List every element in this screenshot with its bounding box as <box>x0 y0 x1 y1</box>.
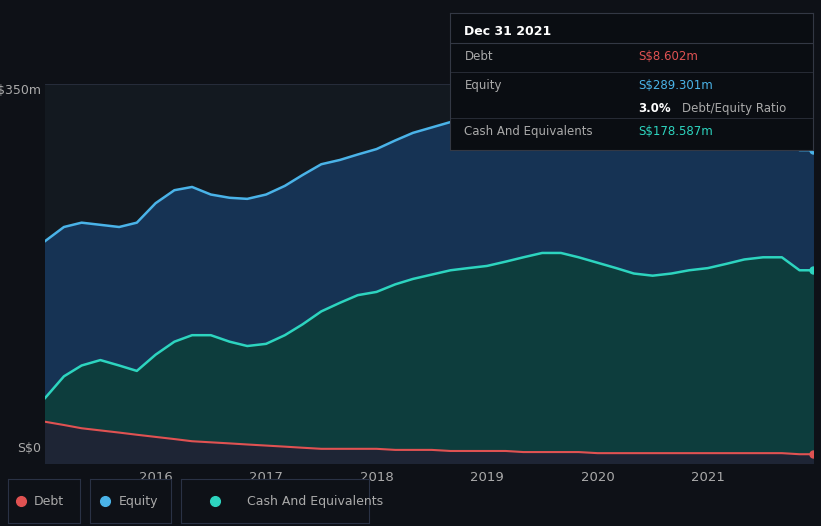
Text: Debt: Debt <box>34 494 63 508</box>
Text: Debt/Equity Ratio: Debt/Equity Ratio <box>682 102 787 115</box>
Text: S$289.301m: S$289.301m <box>639 79 713 92</box>
Text: Cash And Equivalents: Cash And Equivalents <box>465 125 593 138</box>
Text: S$178.587m: S$178.587m <box>639 125 713 138</box>
Text: S$350m: S$350m <box>0 84 41 97</box>
Text: Cash And Equivalents: Cash And Equivalents <box>246 494 383 508</box>
Text: Equity: Equity <box>465 79 502 92</box>
Text: 3.0%: 3.0% <box>639 102 672 115</box>
Text: Dec 31 2021: Dec 31 2021 <box>465 25 552 38</box>
Text: Equity: Equity <box>118 494 158 508</box>
Text: S$0: S$0 <box>17 442 41 456</box>
Text: S$8.602m: S$8.602m <box>639 50 699 63</box>
Text: Debt: Debt <box>465 50 493 63</box>
